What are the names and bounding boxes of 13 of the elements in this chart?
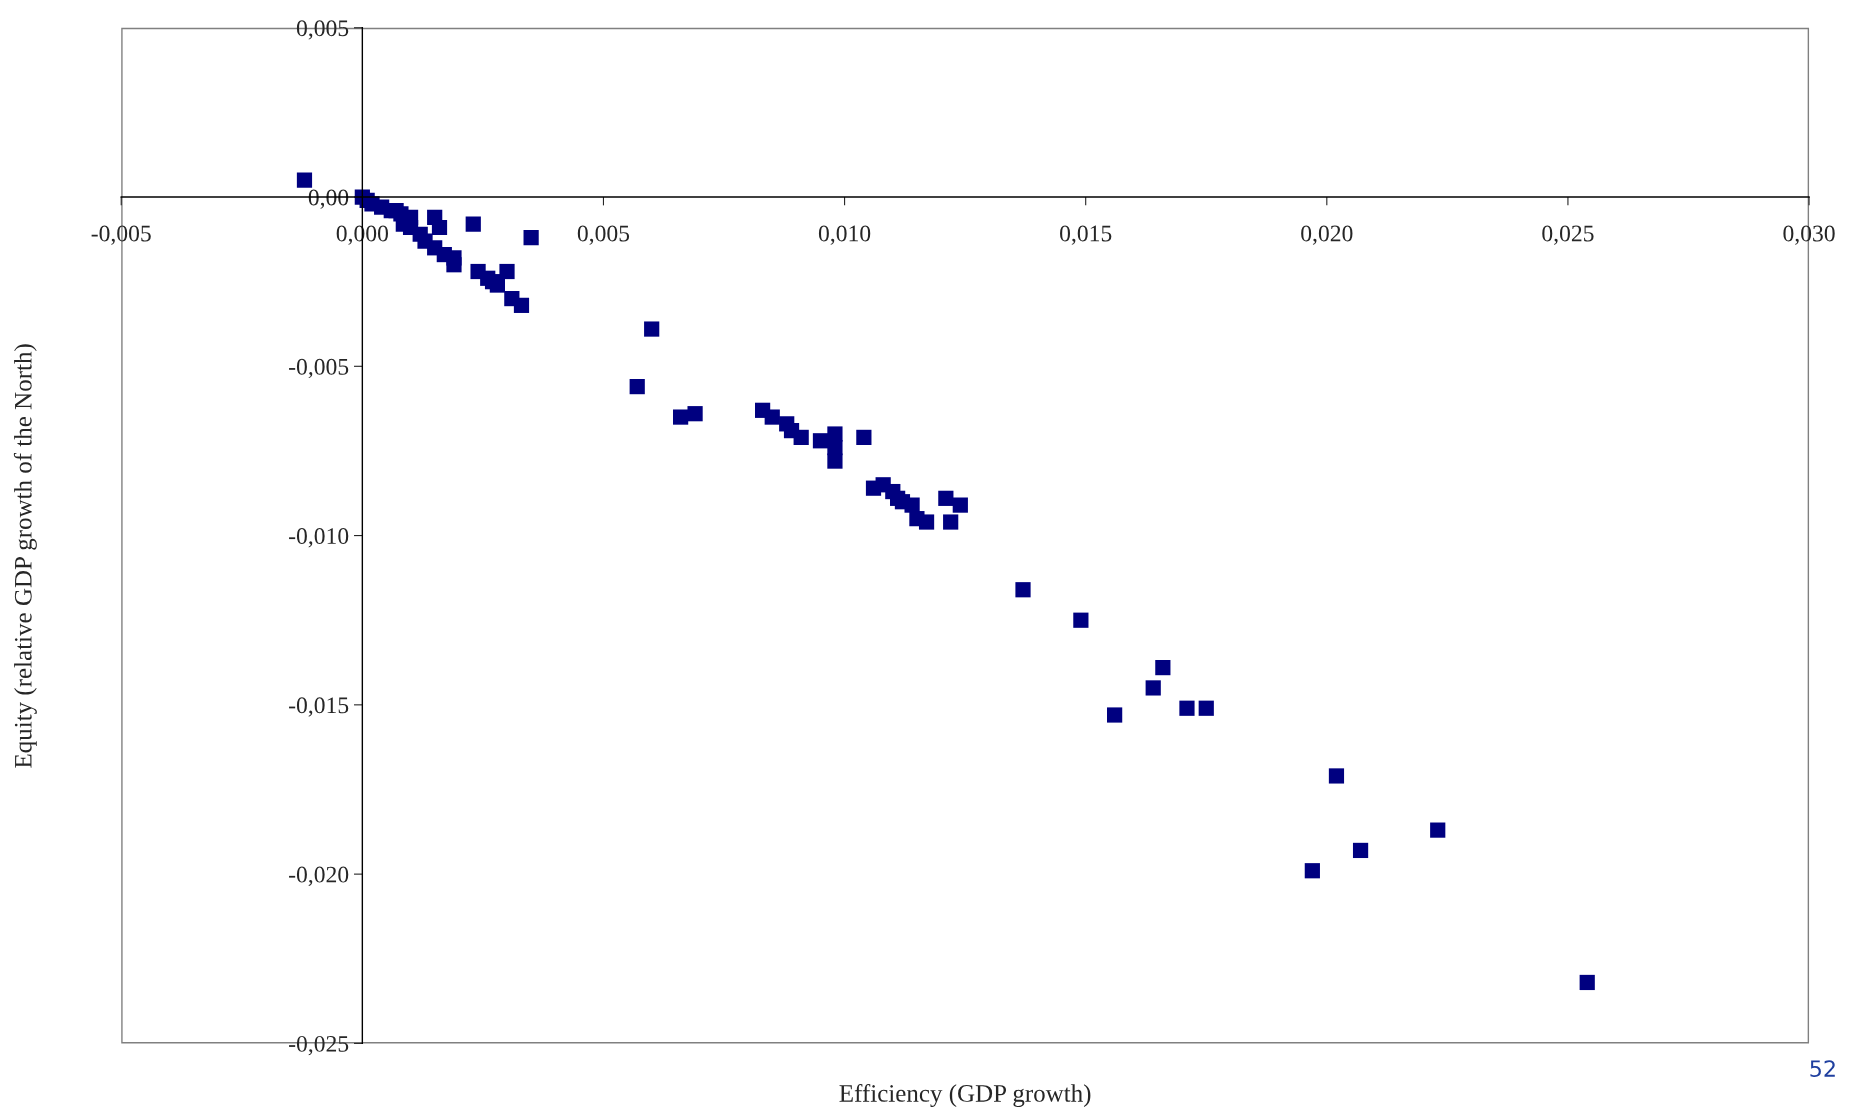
x-axis-title: Efficiency (GDP growth) xyxy=(839,1084,1091,1108)
x-tick-label: 0,015 xyxy=(1060,225,1112,245)
x-tick-label: -0,005 xyxy=(91,225,151,245)
y-tick-label: -0,015 xyxy=(289,697,349,717)
y-tick-label: -0,005 xyxy=(289,358,349,379)
y-tick-label: -0,020 xyxy=(289,866,349,886)
x-tick-label: 0,020 xyxy=(1301,225,1353,245)
x-tick-label: 0,005 xyxy=(577,225,630,245)
text: 52 xyxy=(1810,1060,1835,1078)
x-tick-label: 0,010 xyxy=(818,225,871,245)
x-tick-label: 0,025 xyxy=(1542,225,1594,245)
y-axis-title: Equity (relative GDP growth of the North) xyxy=(13,344,37,768)
y-tick-label: -0,010 xyxy=(289,528,349,548)
